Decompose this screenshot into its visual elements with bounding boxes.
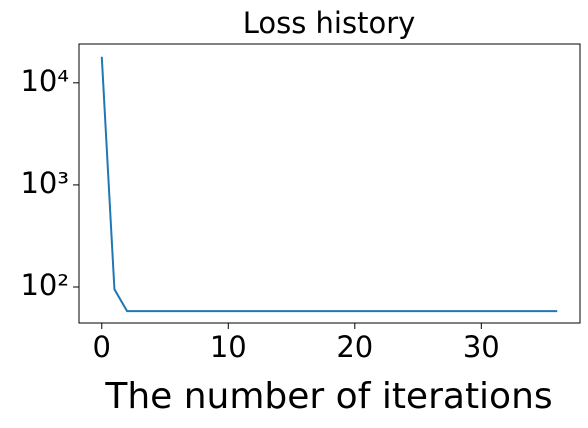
plot-frame <box>78 43 581 324</box>
y-tick-label: 10⁴ <box>20 64 69 98</box>
x-tick-label: 10 <box>210 330 247 364</box>
x-axis-label: The number of iterations <box>104 376 552 417</box>
x-tick-label: 30 <box>463 330 500 364</box>
x-tick-label: 0 <box>93 330 111 364</box>
y-tick-label: 10³ <box>20 166 69 200</box>
chart-title: Loss history <box>243 6 416 40</box>
x-tick-label: 20 <box>336 330 373 364</box>
y-tick-label: 10² <box>20 268 69 302</box>
line-series <box>100 56 558 313</box>
